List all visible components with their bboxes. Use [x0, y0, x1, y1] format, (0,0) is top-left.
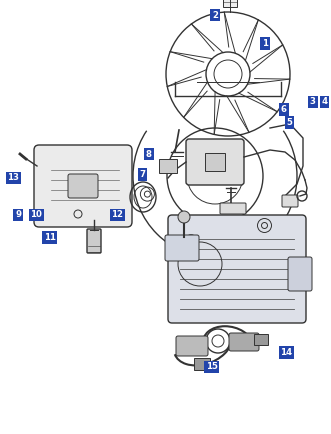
FancyBboxPatch shape — [282, 195, 298, 207]
FancyBboxPatch shape — [68, 174, 98, 198]
FancyBboxPatch shape — [229, 333, 259, 351]
FancyBboxPatch shape — [87, 229, 101, 253]
Text: 15: 15 — [206, 362, 218, 371]
Text: 7: 7 — [139, 170, 145, 179]
FancyBboxPatch shape — [254, 334, 268, 345]
FancyBboxPatch shape — [288, 257, 312, 291]
Polygon shape — [223, 0, 237, 7]
Text: 5: 5 — [287, 118, 293, 127]
Text: 10: 10 — [30, 210, 42, 219]
FancyBboxPatch shape — [168, 215, 306, 323]
Text: 9: 9 — [15, 210, 21, 219]
Text: 3: 3 — [310, 98, 316, 106]
FancyBboxPatch shape — [165, 235, 199, 261]
FancyBboxPatch shape — [176, 336, 208, 356]
Text: 4: 4 — [321, 98, 327, 106]
FancyBboxPatch shape — [186, 139, 244, 185]
Text: 13: 13 — [7, 174, 19, 182]
Text: 6: 6 — [281, 105, 287, 114]
Text: 1: 1 — [262, 39, 268, 48]
FancyBboxPatch shape — [205, 153, 225, 171]
FancyBboxPatch shape — [194, 358, 210, 370]
Text: 12: 12 — [112, 210, 123, 219]
Text: 8: 8 — [146, 150, 152, 158]
FancyBboxPatch shape — [220, 203, 246, 214]
Text: 2: 2 — [212, 11, 218, 20]
Text: 14: 14 — [280, 348, 292, 357]
FancyBboxPatch shape — [159, 159, 177, 173]
FancyBboxPatch shape — [34, 145, 132, 227]
Circle shape — [178, 211, 190, 223]
Text: 11: 11 — [44, 233, 56, 242]
